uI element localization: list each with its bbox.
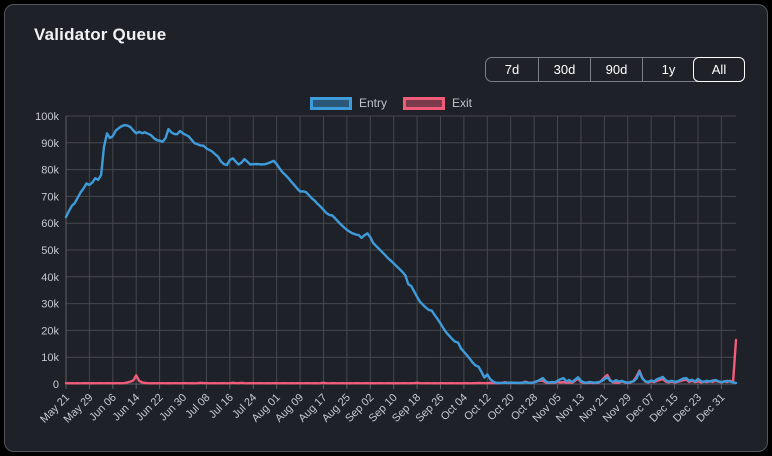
legend-item-exit[interactable]: Exit bbox=[403, 96, 472, 110]
x-axis-tick-label: Jul 08 bbox=[183, 392, 212, 421]
y-axis-tick-label: 90k bbox=[41, 138, 59, 150]
y-axis-tick-label: 0 bbox=[53, 379, 59, 391]
y-axis-tick-label: 50k bbox=[41, 245, 59, 257]
y-axis-tick-label: 100k bbox=[35, 111, 59, 123]
time-range-button-all[interactable]: All bbox=[693, 57, 745, 82]
y-axis-tick-label: 80k bbox=[41, 165, 59, 177]
chart-legend: Entry Exit bbox=[309, 96, 472, 110]
time-range-button-7d[interactable]: 7d bbox=[486, 58, 538, 81]
y-axis-tick-label: 40k bbox=[41, 272, 59, 284]
page-title: Validator Queue bbox=[34, 25, 167, 44]
time-range-button-1y[interactable]: 1y bbox=[642, 58, 694, 81]
exit-line bbox=[64, 338, 738, 385]
legend-item-entry[interactable]: Entry bbox=[309, 96, 387, 110]
y-axis-tick-label: 60k bbox=[41, 218, 59, 230]
entry-swatch-icon bbox=[309, 96, 352, 110]
x-axis-tick-label: Jul 16 bbox=[207, 392, 236, 421]
legend-label-entry: Entry bbox=[358, 96, 387, 110]
validator-queue-card: Validator Queue 7d 30d 90d 1y All Entry … bbox=[4, 4, 768, 452]
y-axis-tick-label: 10k bbox=[41, 352, 59, 364]
legend-label-exit: Exit bbox=[452, 96, 473, 110]
time-range-button-90d[interactable]: 90d bbox=[590, 58, 642, 81]
y-axis-tick-label: 70k bbox=[41, 191, 59, 203]
x-axis-tick-label: Jun 30 bbox=[157, 392, 189, 424]
entry-line bbox=[64, 123, 738, 385]
time-range-button-group: 7d 30d 90d 1y All bbox=[485, 57, 745, 82]
exit-swatch-icon bbox=[403, 96, 445, 110]
y-axis-tick-label: 20k bbox=[41, 325, 59, 337]
y-axis-tick-label: 30k bbox=[41, 299, 59, 311]
time-range-button-30d[interactable]: 30d bbox=[538, 58, 590, 81]
